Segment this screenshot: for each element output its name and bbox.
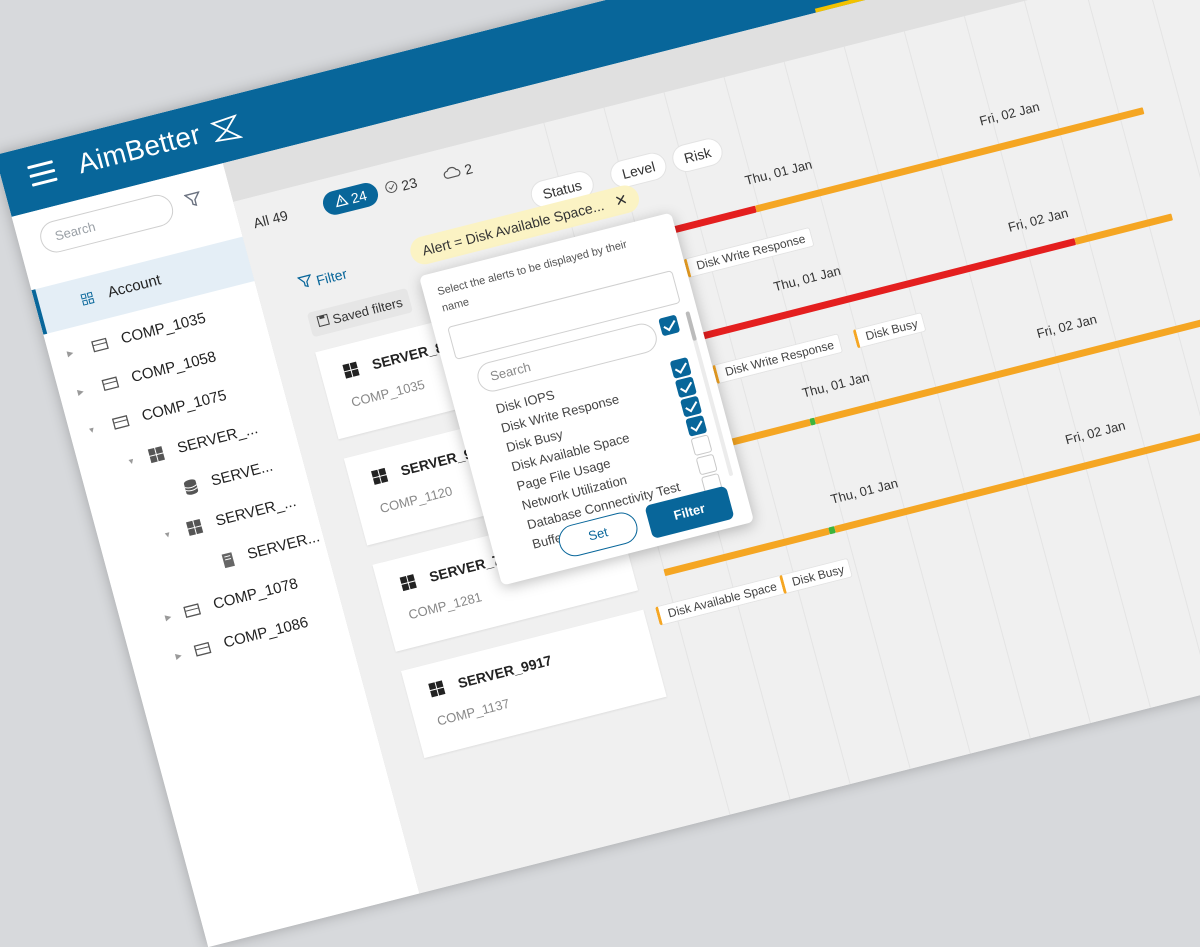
expand-caret-icon[interactable]: ▶ [174, 650, 183, 661]
risk-chip[interactable]: Risk [670, 136, 725, 174]
company-icon [101, 376, 120, 392]
hamburger-menu-icon[interactable] [27, 160, 58, 188]
count-all-label: All [251, 211, 271, 232]
grid-icon [80, 291, 95, 306]
sidebar-filter-icon[interactable] [183, 190, 204, 212]
date-label: Thu, 01 Jan [771, 262, 843, 295]
alert-tag[interactable]: Disk Write Response [712, 333, 844, 385]
status-bar-segment[interactable] [1074, 213, 1174, 245]
collapse-caret-icon[interactable]: ▼ [86, 424, 97, 436]
cloud-icon [443, 166, 461, 179]
sidebar-item-label: SERVER... [245, 528, 322, 563]
check-circle-icon [385, 181, 398, 193]
server-card[interactable]: SERVER_876 COMP_1035 [315, 290, 581, 440]
sidebar-item-server-host[interactable]: SERVER... [217, 518, 324, 581]
windows-icon [186, 518, 204, 536]
sidebar-item-server[interactable]: SERVER_... [182, 482, 301, 548]
filter-icon [296, 274, 312, 288]
brand-logo: AimBetter [74, 109, 243, 181]
alert-tag[interactable]: Disk Write Response [683, 226, 815, 279]
status-bar-segment[interactable] [755, 107, 1145, 213]
server-company: COMP_1281 [406, 589, 484, 623]
alert-option-checkbox[interactable] [685, 414, 708, 437]
server-name: SERVER_9917 [456, 652, 554, 692]
count-all[interactable]: All 49 [252, 207, 290, 231]
sidebar-item-account[interactable]: Account [75, 261, 166, 320]
windows-icon [342, 361, 360, 379]
save-icon [316, 313, 330, 328]
saved-filters-label: Saved filters [330, 294, 405, 327]
database-icon [183, 479, 199, 495]
count-ok-value: 23 [399, 174, 419, 194]
sidebar-item-label: Account [105, 271, 163, 302]
alert-tag[interactable]: Disk Available Space [654, 574, 786, 626]
sidebar-item-server[interactable]: SERVER_... [143, 410, 262, 476]
count-alerts[interactable]: 24 [320, 180, 382, 218]
top-bar: AimBetter [0, 0, 1194, 217]
windows-icon [371, 467, 389, 485]
select-all-checkbox[interactable] [658, 314, 681, 337]
count-ok[interactable]: 23 [383, 174, 419, 197]
sidebar-item-comp-1058[interactable]: COMP_1058 [97, 338, 221, 405]
count-cloud-value: 2 [462, 160, 475, 178]
server-company: COMP_1120 [378, 483, 454, 516]
company-icon [183, 603, 202, 618]
windows-icon [147, 446, 165, 464]
sidebar-item-comp-1075[interactable]: COMP_1075 [108, 376, 232, 443]
filter-link[interactable]: Filter [296, 264, 349, 292]
sidebar-item-database[interactable]: SERVE... [179, 447, 278, 508]
close-icon[interactable]: ✕ [613, 191, 630, 211]
alert-option-checkbox[interactable] [669, 357, 692, 379]
alert-option-checkbox[interactable] [695, 453, 718, 476]
sidebar: Search Account ▶ COMP_1035 ▶ COMP_1058 ▼… [11, 162, 421, 947]
alert-option-checkbox[interactable] [674, 376, 697, 399]
server-card[interactable]: SERVER_978 COMP_1120 [343, 397, 610, 546]
windows-icon [428, 680, 446, 698]
server-card[interactable]: SERVER_726 COMP_1281 [372, 503, 639, 652]
count-cloud[interactable]: 2 [441, 160, 474, 183]
sidebar-item-comp-1035[interactable]: COMP_1035 [87, 299, 211, 366]
collapse-caret-icon[interactable]: ▼ [126, 456, 137, 467]
saved-filters-button[interactable]: Saved filters [306, 287, 414, 338]
collapse-caret-icon[interactable]: ▼ [162, 529, 173, 541]
alert-option-checkbox[interactable] [690, 434, 713, 457]
date-label: Thu, 01 Jan [743, 156, 814, 188]
server-company: COMP_1035 [349, 376, 427, 410]
server-tower-icon [221, 552, 235, 569]
alert-tag[interactable]: Disk Busy [852, 311, 927, 349]
company-icon [193, 641, 212, 657]
server-company: COMP_1137 [435, 695, 512, 729]
count-alerts-value: 24 [349, 187, 369, 207]
expand-caret-icon[interactable]: ▶ [163, 612, 173, 623]
expand-caret-icon[interactable]: ▶ [76, 386, 85, 397]
sidebar-item-comp-1078[interactable]: COMP_1078 [179, 565, 303, 632]
sidebar-item-label: SERVE... [209, 457, 275, 490]
brand-mark-icon [209, 113, 243, 142]
expand-caret-icon[interactable]: ▶ [66, 348, 75, 359]
company-icon [91, 337, 109, 353]
brand-name: AimBetter [74, 118, 205, 180]
count-all-value: 49 [270, 207, 290, 227]
alert-option-checkbox[interactable] [680, 395, 703, 418]
date-label: Thu, 01 Jan [829, 475, 900, 507]
sidebar-item-label: COMP_1086 [221, 613, 311, 652]
warning-icon [336, 194, 349, 208]
date-label: Thu, 01 Jan [800, 369, 871, 401]
windows-icon [399, 574, 417, 592]
company-icon [111, 415, 130, 430]
filter-link-label: Filter [314, 265, 349, 289]
